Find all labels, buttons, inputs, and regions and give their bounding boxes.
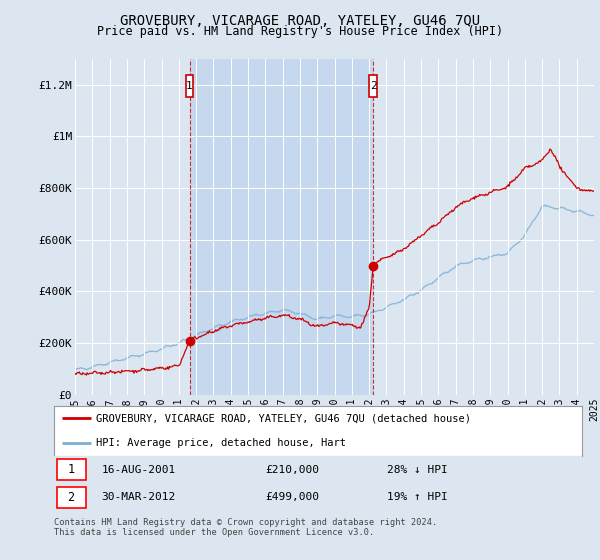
Text: 16-AUG-2001: 16-AUG-2001 — [101, 465, 176, 475]
FancyBboxPatch shape — [185, 75, 193, 97]
Text: 2: 2 — [67, 491, 74, 504]
Bar — [190, 59, 373, 395]
Text: Price paid vs. HM Land Registry's House Price Index (HPI): Price paid vs. HM Land Registry's House … — [97, 25, 503, 38]
Text: 2: 2 — [370, 81, 377, 91]
Text: 19% ↑ HPI: 19% ↑ HPI — [386, 492, 448, 502]
Text: GROVEBURY, VICARAGE ROAD, YATELEY, GU46 7QU (detached house): GROVEBURY, VICARAGE ROAD, YATELEY, GU46 … — [96, 413, 471, 423]
Text: 30-MAR-2012: 30-MAR-2012 — [101, 492, 176, 502]
Text: Contains HM Land Registry data © Crown copyright and database right 2024.
This d: Contains HM Land Registry data © Crown c… — [54, 518, 437, 538]
Text: £210,000: £210,000 — [265, 465, 319, 475]
Text: HPI: Average price, detached house, Hart: HPI: Average price, detached house, Hart — [96, 438, 346, 449]
FancyBboxPatch shape — [56, 459, 86, 480]
Text: 1: 1 — [186, 81, 193, 91]
Text: £499,000: £499,000 — [265, 492, 319, 502]
FancyBboxPatch shape — [56, 487, 86, 508]
Text: 28% ↓ HPI: 28% ↓ HPI — [386, 465, 448, 475]
Text: GROVEBURY, VICARAGE ROAD, YATELEY, GU46 7QU: GROVEBURY, VICARAGE ROAD, YATELEY, GU46 … — [120, 14, 480, 28]
Text: 1: 1 — [67, 463, 74, 477]
FancyBboxPatch shape — [370, 75, 377, 97]
